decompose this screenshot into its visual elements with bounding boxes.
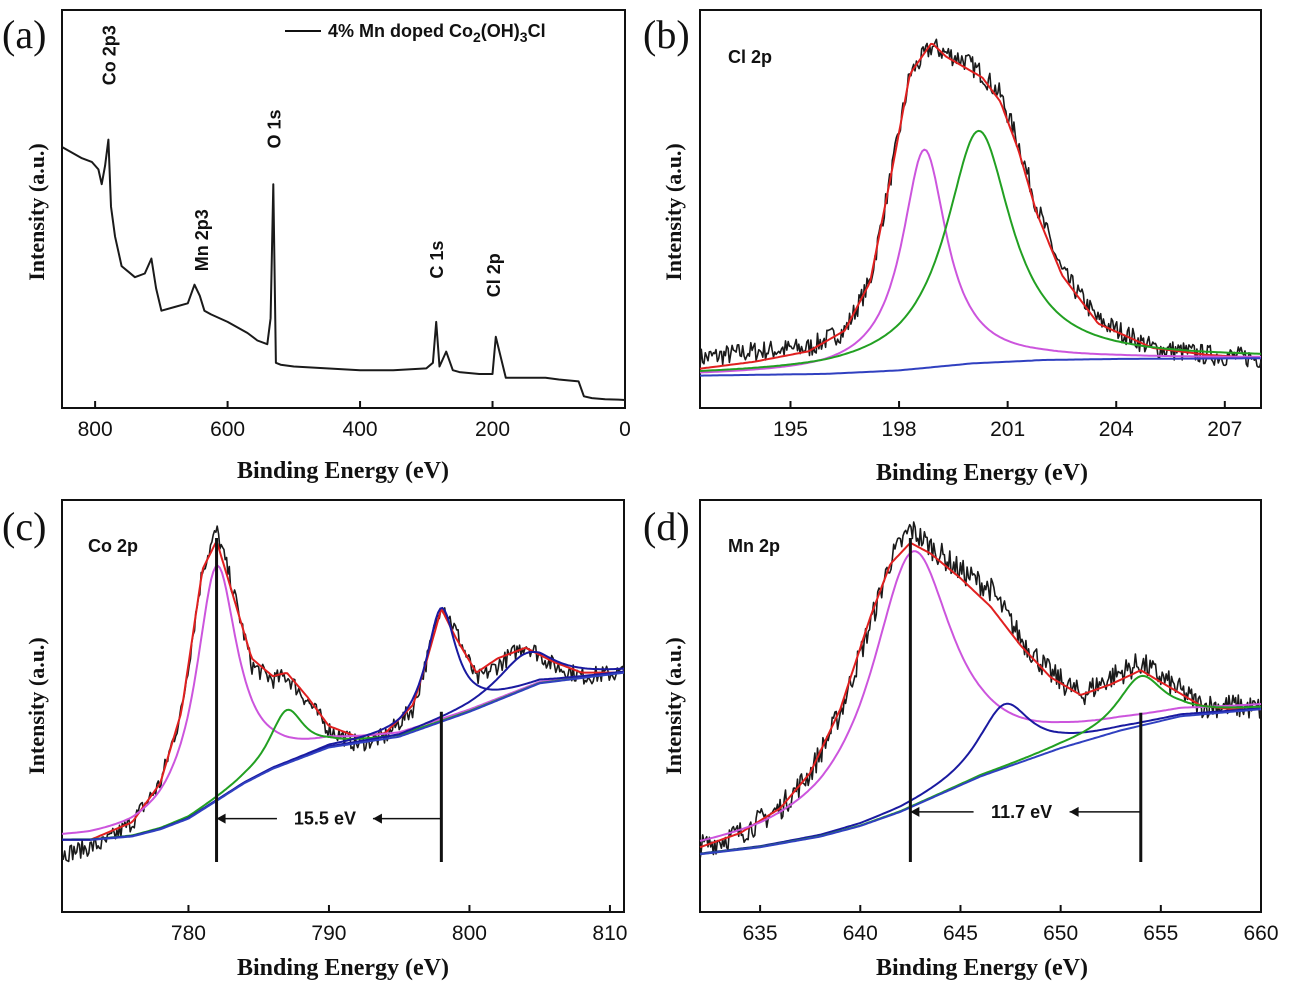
panel-c-splitting-annotation: 15.5 eV: [215, 538, 443, 862]
panel-a-series: [61, 138, 626, 401]
x-tick-label: 207: [1207, 418, 1242, 441]
splitting-arrow: [1069, 806, 1079, 817]
x-tick-label: 400: [343, 418, 378, 441]
x-tick-label: 0: [619, 418, 631, 441]
panel-b-title: Cl 2p: [728, 47, 772, 67]
x-tick-label: 204: [1099, 418, 1134, 441]
x-tick-label: 790: [311, 922, 346, 945]
x-tick-label: 195: [773, 418, 808, 441]
peak-annotation: C 1s: [427, 241, 447, 279]
panel-c-label: (c): [2, 504, 46, 549]
splitting-label: 11.7 eV: [991, 802, 1052, 822]
panel-d-y-axis-label: Intensity (a.u.): [661, 637, 686, 775]
x-tick-label: 600: [210, 418, 245, 441]
panel-b-series: [699, 38, 1262, 377]
panel-b-label: (b): [643, 12, 690, 57]
x-tick-label: 198: [882, 418, 917, 441]
panel-a-x-axis-label: Binding Energy (eV): [237, 458, 449, 484]
panel-d-mn2p: (d) Mn 2p 635 640 645 650 655 660 11.7 eV Bin…: [643, 499, 1279, 981]
series-4-mn-doped-co2-oh-3cl: [61, 138, 626, 401]
x-tick-label: 200: [475, 418, 510, 441]
panel-c-x-ticks: 780 790 800 810: [171, 905, 627, 945]
panel-c-series: [61, 525, 625, 863]
panel-d-x-axis-label: Binding Energy (eV): [876, 955, 1088, 981]
series-raw: [699, 38, 1262, 369]
peak-annotation: Co 2p3: [99, 25, 119, 85]
panel-c-co2p: (c) Co 2p 780 790 800 810 15.5 eV Binding E…: [2, 499, 627, 981]
x-tick-label: 655: [1143, 922, 1178, 945]
panel-a-survey: (a) 800 600 400 200 0 Co 2p3 Mn 2p3 O 1s C 1s Cl…: [2, 9, 631, 484]
x-tick-label: 650: [1043, 922, 1078, 945]
panel-a-x-ticks: 800 600 400 200 0: [78, 401, 631, 441]
x-tick-label: 635: [743, 922, 778, 945]
panel-d-splitting-annotation: 11.7 eV: [908, 538, 1143, 862]
series-co-2p3-2: [61, 564, 625, 835]
peak-annotation: Mn 2p3: [192, 209, 212, 271]
panel-a-axes-frame: [61, 9, 626, 409]
panel-d-series: [699, 521, 1262, 860]
splitting-arrow: [910, 806, 920, 817]
series-envelope-fit: [699, 542, 1261, 849]
splitting-label: 15.5 eV: [294, 809, 356, 829]
peak-annotation: O 1s: [264, 109, 284, 148]
panel-d-axes-frame: [699, 499, 1262, 913]
series-envelope-fit: [89, 542, 624, 841]
series-raw: [699, 521, 1262, 860]
series-cl-2p1-2: [699, 129, 1261, 372]
panel-a-peak-annotations: Co 2p3 Mn 2p3 O 1s C 1s Cl 2p: [99, 25, 504, 297]
x-tick-label: 800: [452, 922, 487, 945]
panel-b-x-axis-label: Binding Energy (eV): [876, 460, 1088, 486]
peak-annotation: Cl 2p: [484, 253, 504, 297]
x-tick-label: 645: [943, 922, 978, 945]
series-mn-2p3-2: [699, 550, 1262, 842]
series-cl-2p3-2: [699, 148, 1262, 374]
panel-d-x-ticks: 635 640 645 650 655 660: [743, 905, 1279, 945]
x-tick-label: 660: [1243, 922, 1278, 945]
series-background: [699, 708, 1262, 856]
panel-c-y-axis-label: Intensity (a.u.): [24, 637, 49, 775]
panel-b-cl2p: (b) Cl 2p 195 198 201 204 207 Binding Energy…: [643, 9, 1262, 486]
panel-d-title: Mn 2p: [728, 536, 780, 556]
panel-c-axes-frame: [61, 499, 625, 913]
panel-c-x-axis-label: Binding Energy (eV): [237, 955, 449, 981]
panel-c-title: Co 2p: [88, 536, 138, 556]
series-background: [700, 357, 1261, 377]
panel-b-x-ticks: 195 198 201 204 207: [773, 401, 1242, 441]
x-tick-label: 810: [592, 922, 627, 945]
series-mn-2p3-2-sat-: [699, 702, 1262, 855]
panel-a-y-axis-label: Intensity (a.u.): [24, 143, 49, 281]
panel-a-legend-text: 4% Mn doped Co2(OH)3Cl: [328, 21, 546, 45]
x-tick-label: 201: [990, 418, 1025, 441]
x-tick-label: 780: [171, 922, 206, 945]
panel-d-label: (d): [643, 504, 690, 549]
x-tick-label: 800: [78, 418, 113, 441]
panel-b-y-axis-label: Intensity (a.u.): [661, 143, 686, 281]
panel-a-label: (a): [2, 12, 46, 57]
splitting-arrow: [372, 813, 382, 824]
x-tick-label: 640: [843, 922, 878, 945]
splitting-arrow: [216, 813, 226, 824]
series-mn-2p1-2: [699, 674, 1262, 856]
panel-a-legend: 4% Mn doped Co2(OH)3Cl: [285, 21, 546, 45]
series-background: [90, 671, 625, 841]
panel-b-axes-frame: [699, 9, 1262, 409]
series-envelope-fit: [699, 42, 1262, 370]
